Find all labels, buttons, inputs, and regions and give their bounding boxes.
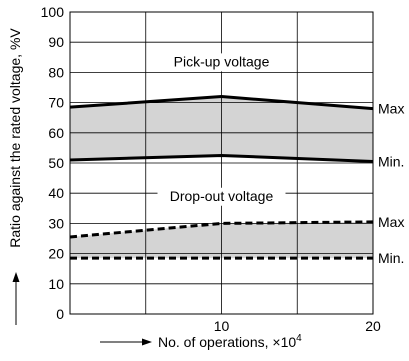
y-tick-label: 20 [48,246,64,262]
dropout-voltage-label: Drop-out voltage [170,188,274,204]
y-tick-label: 10 [48,276,64,292]
series-pickup_min [69,153,374,163]
y-tick-label: 30 [48,215,64,231]
tick-labels: 0 10 20 30 40 50 60 70 80 90 100 10 20 [41,4,381,334]
series-label-dropout_max: Max [378,214,404,230]
y-tick-label: 70 [48,95,64,111]
y-axis-title: Ratio against the rated voltage, %V [7,28,23,248]
series-label-pickup_min: Min. [378,153,404,169]
y-tick-label: 50 [48,155,64,171]
y-tick-label: 80 [48,64,64,80]
dropout-voltage-label-bg [157,187,286,206]
series-dropout_max [69,220,374,239]
series-lines [69,95,374,260]
y-tick-label: 40 [48,185,64,201]
x-axis-arrowhead [142,338,152,346]
x-tick-label: 20 [365,318,381,334]
y-tick-label: 0 [56,306,64,322]
series-label-pickup_max: Max [378,101,404,117]
x-tick-label: 10 [214,318,230,334]
series-pickup_max [69,95,374,111]
y-axis-arrowhead [12,272,20,282]
y-tick-label: 60 [48,125,64,141]
y-tick-label: 90 [48,34,64,50]
pickup-voltage-label: Pick-up voltage [174,53,270,69]
y-tick-label: 100 [41,4,65,20]
annotation-labels: Pick-up voltage Drop-out voltage Max Min. Ma… [7,28,404,350]
series-label-dropout_min: Min. [378,250,404,266]
x-axis-title: No. of operations, ×104 [158,333,302,350]
pickup-voltage-label-bg [161,53,282,72]
